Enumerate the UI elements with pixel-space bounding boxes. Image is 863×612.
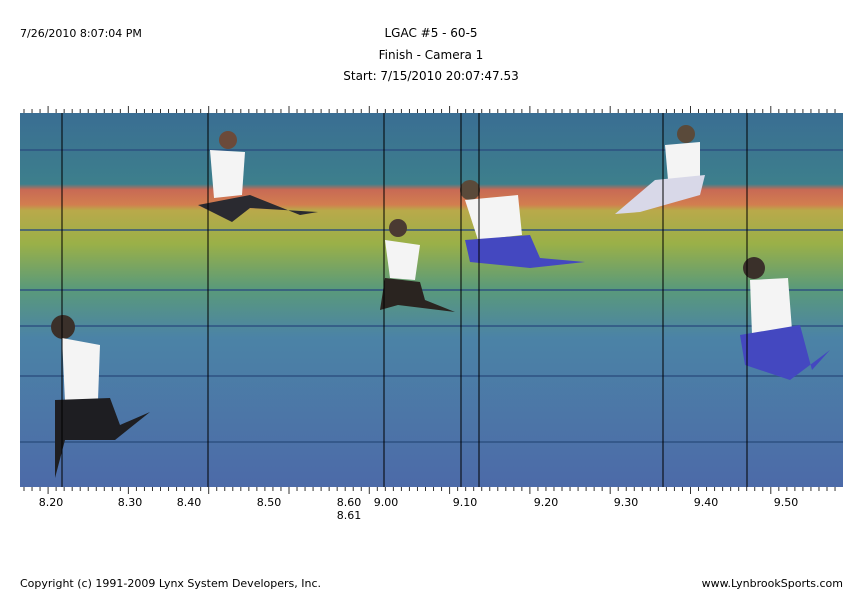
time-label: 8.40: [177, 496, 202, 509]
subtitle: Finish - Camera 1: [379, 48, 484, 62]
runner: [198, 131, 318, 222]
time-label: 9.10: [453, 496, 478, 509]
time-label: 8.61: [337, 509, 362, 522]
ticks: [23, 106, 836, 494]
time-label: 9.20: [534, 496, 559, 509]
website: www.LynbrookSports.com: [702, 577, 843, 590]
start-time: Start: 7/15/2010 20:07:47.53: [343, 69, 519, 83]
runner: [380, 219, 455, 312]
time-label: 9.30: [614, 496, 639, 509]
finish-image: [20, 113, 843, 487]
time-label: 8.50: [257, 496, 282, 509]
time-label: 9.00: [374, 496, 399, 509]
runner: [740, 257, 830, 380]
copyright: Copyright (c) 1991-2009 Lynx System Deve…: [20, 577, 321, 590]
finish-lines: [61, 113, 748, 487]
time-label: 9.40: [694, 496, 719, 509]
time-label: 8.30: [118, 496, 143, 509]
time-label: 8.60: [337, 496, 362, 509]
time-label: 9.50: [774, 496, 799, 509]
title: LGAC #5 - 60-5: [384, 26, 477, 40]
runner: [51, 315, 150, 478]
time-label: 8.20: [39, 496, 64, 509]
timestamp: 7/26/2010 8:07:04 PM: [20, 27, 142, 40]
runner: [615, 125, 705, 214]
